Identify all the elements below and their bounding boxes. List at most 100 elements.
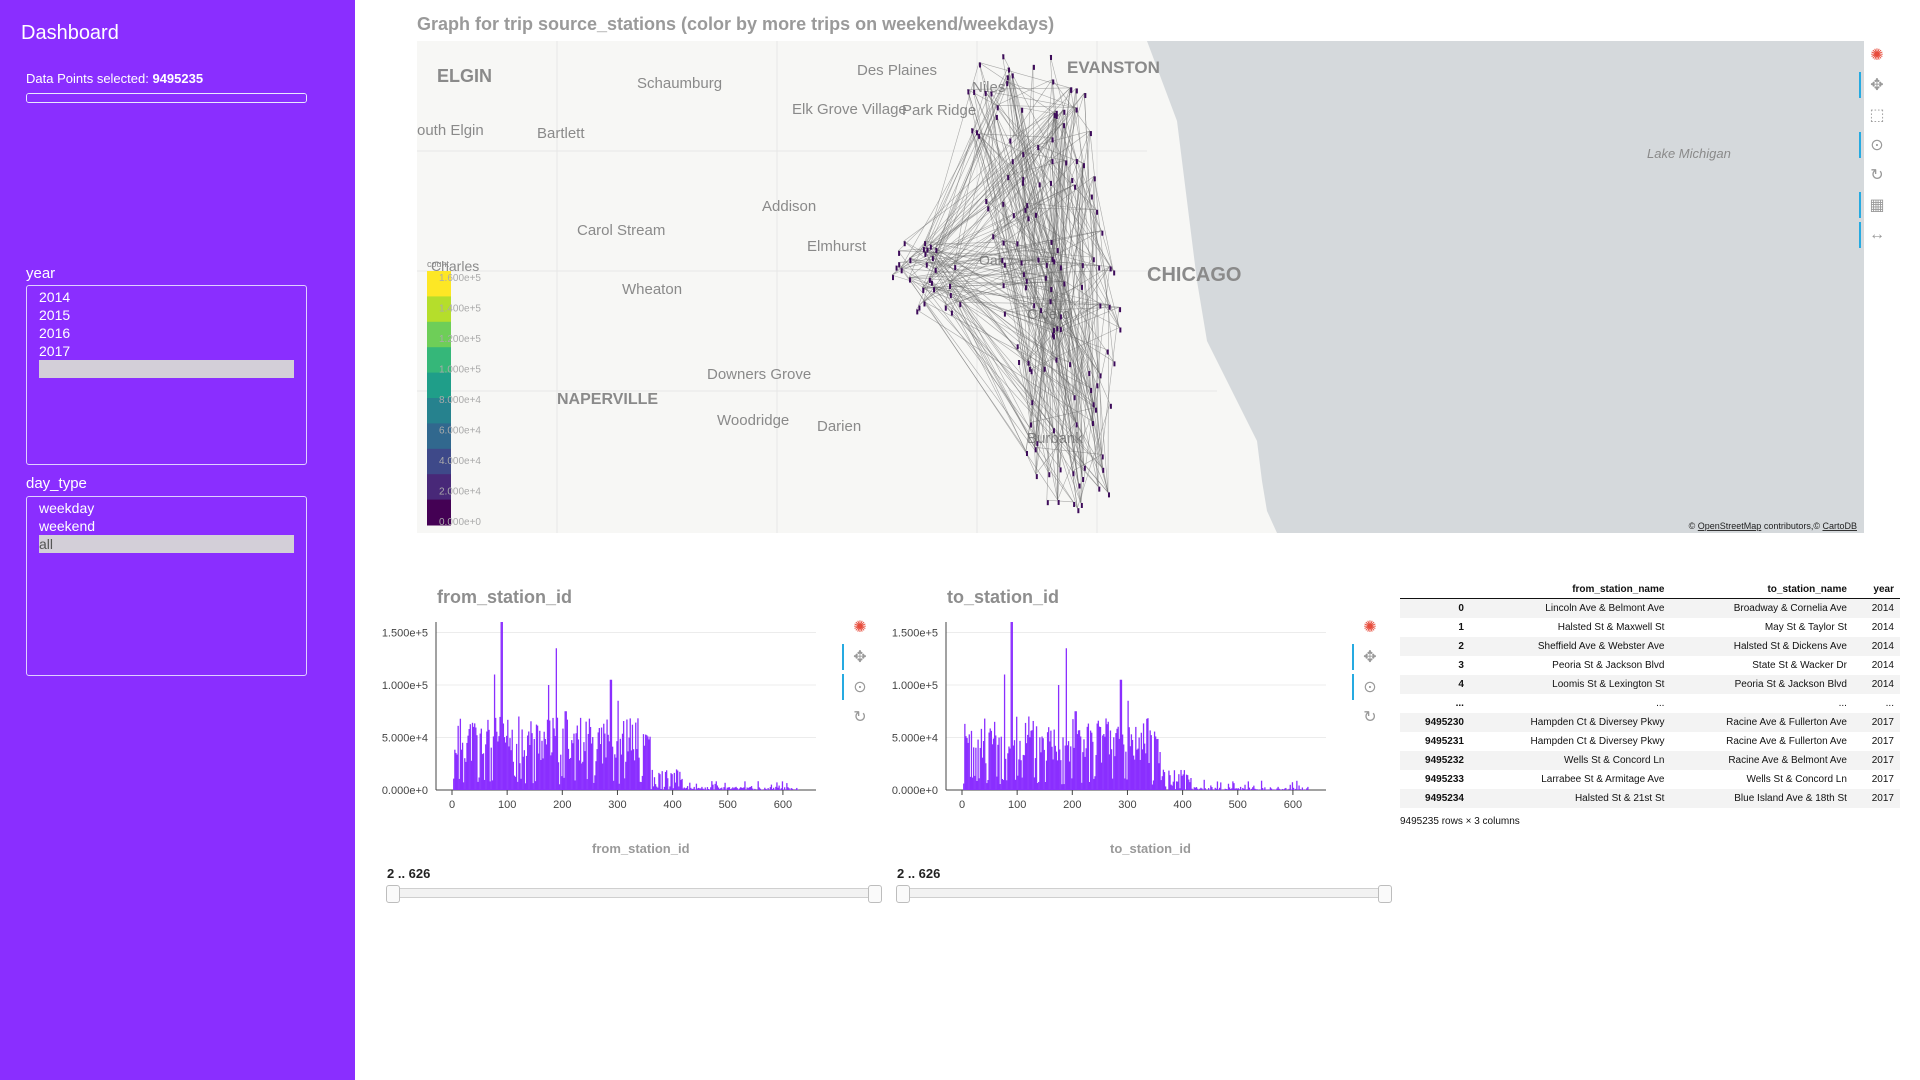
row-index: 0 [1400, 598, 1470, 618]
trip-edge [929, 244, 1114, 362]
from-range-handle-max[interactable] [868, 885, 882, 903]
trip-edge [898, 262, 1099, 266]
bokeh-logo-icon[interactable]: ✺ [1870, 47, 1884, 64]
reset-icon[interactable]: ↻ [1870, 167, 1884, 184]
to-bar [1115, 733, 1117, 790]
from-bar [552, 717, 554, 790]
bokeh-logo-icon[interactable]: ✺ [1363, 619, 1377, 636]
map-plot[interactable]: ELGIN Schaumburg Des Plaines Niles EVANSTON o… [417, 41, 1864, 533]
from-bar [779, 789, 781, 790]
to-bar [966, 738, 968, 790]
day-type-option[interactable]: weekend [39, 518, 96, 534]
table-cell: 2017 [1871, 774, 1894, 785]
from-bar [728, 787, 731, 790]
to-bar [1114, 756, 1116, 790]
to-bar [1091, 732, 1093, 790]
trip-edge [992, 212, 1014, 235]
trip-edge [908, 277, 1099, 487]
box-zoom-icon[interactable]: ⬚ [1869, 107, 1885, 124]
from-bar [695, 783, 698, 790]
year-option[interactable]: 2014 [39, 289, 71, 305]
trip-edge [978, 62, 1014, 214]
table-header-row: from_station_name to_station_name year [1400, 581, 1900, 599]
hover-icon[interactable]: ↔ [1859, 222, 1890, 248]
reset-icon[interactable]: ↻ [1363, 709, 1377, 726]
to-bar [1077, 730, 1080, 790]
wheel-zoom-icon[interactable]: ⊙ [1352, 674, 1383, 700]
to-bar [1174, 789, 1177, 790]
trip-edge [1027, 257, 1094, 361]
to-bar [1242, 787, 1244, 790]
to-bar [1292, 787, 1295, 790]
day-type-option[interactable]: all [39, 535, 294, 553]
map-place-label: Charles [431, 258, 479, 274]
trip-edge [990, 91, 1051, 182]
trip-edge [922, 158, 1052, 289]
from-bar [686, 786, 689, 790]
trip-edge [897, 87, 1071, 252]
year-option[interactable]: 2016 [39, 325, 71, 341]
to-bar [1234, 788, 1236, 790]
to-bar [1099, 727, 1102, 790]
to-station-histogram[interactable]: 1.500e+5 1.000e+5 5.000e+4 0.000e+0 0 100 200 3… [880, 612, 1360, 812]
from-bar [487, 719, 489, 790]
to-range-slider[interactable] [896, 885, 1392, 903]
trip-edge [1091, 176, 1095, 422]
from-bar [715, 781, 717, 790]
to-bar [1220, 782, 1222, 790]
box-select-icon[interactable]: ▦ [1859, 192, 1890, 218]
station-node [1057, 499, 1060, 505]
from-bar [629, 718, 631, 790]
from-bar [707, 788, 710, 790]
to-bar [1098, 726, 1101, 790]
from-bar [533, 738, 535, 790]
wheel-zoom-icon[interactable]: ⊙ [842, 674, 873, 700]
map-canvas[interactable]: ELGIN Schaumburg Des Plaines Niles EVANSTON o… [417, 41, 1864, 533]
trip-edge [991, 234, 1085, 466]
table-row: 4 Loomis St & Lexington St Peoria St & Jac… [1400, 675, 1900, 694]
station-node [1096, 383, 1099, 389]
trip-edge [1087, 370, 1103, 468]
to-bar [1033, 777, 1035, 790]
to-range-handle-max[interactable] [1378, 885, 1392, 903]
to-bar [1055, 751, 1058, 790]
to-bar [1188, 779, 1190, 790]
from-range-handle-min[interactable] [386, 885, 400, 903]
day-type-select[interactable]: weekday weekend all [26, 496, 307, 676]
table-row: 9495234 Halsted St & 21st St Blue Island A… [1400, 789, 1900, 808]
trip-edge [949, 281, 1064, 285]
station-node [898, 262, 901, 268]
colorbar-tick-label: 2.000e+4 [439, 487, 481, 498]
table-cell: Peoria St & Jackson Blvd [1670, 675, 1853, 694]
from-bar [790, 788, 792, 790]
pan-icon[interactable]: ✥ [1352, 644, 1383, 670]
year-option[interactable] [39, 360, 294, 378]
from-bar [786, 783, 788, 790]
trip-edge [1020, 259, 1054, 261]
to-bar [1264, 787, 1266, 790]
from-xtick-label: 200 [553, 799, 571, 811]
from-station-histogram[interactable]: 1.500e+5 1.000e+5 5.000e+4 0.000e+0 0 100 200 3… [370, 612, 850, 812]
bokeh-logo-icon[interactable]: ✺ [853, 619, 867, 636]
to-bar [1183, 770, 1186, 790]
to-bar [1039, 737, 1041, 790]
to-bar [1021, 777, 1023, 790]
station-node [1022, 176, 1025, 182]
pan-icon[interactable]: ✥ [842, 644, 873, 670]
trip-edge [935, 151, 1023, 249]
year-option[interactable]: 2015 [39, 307, 71, 323]
trip-edge [1055, 263, 1083, 358]
year-multiselect[interactable]: 2014 2015 2016 2017 [26, 285, 307, 465]
pan-icon[interactable]: ✥ [1859, 72, 1890, 98]
from-bar [642, 734, 645, 790]
from-range-slider[interactable] [386, 885, 882, 903]
trip-edge [900, 268, 1064, 282]
station-node [1099, 373, 1102, 379]
to-range-handle-min[interactable] [896, 885, 910, 903]
wheel-zoom-icon[interactable]: ⊙ [1859, 132, 1890, 158]
station-node [976, 130, 979, 136]
station-node [1009, 138, 1012, 144]
reset-icon[interactable]: ↻ [853, 709, 867, 726]
day-type-option[interactable]: weekday [39, 500, 95, 516]
year-option[interactable]: 2017 [39, 343, 71, 359]
